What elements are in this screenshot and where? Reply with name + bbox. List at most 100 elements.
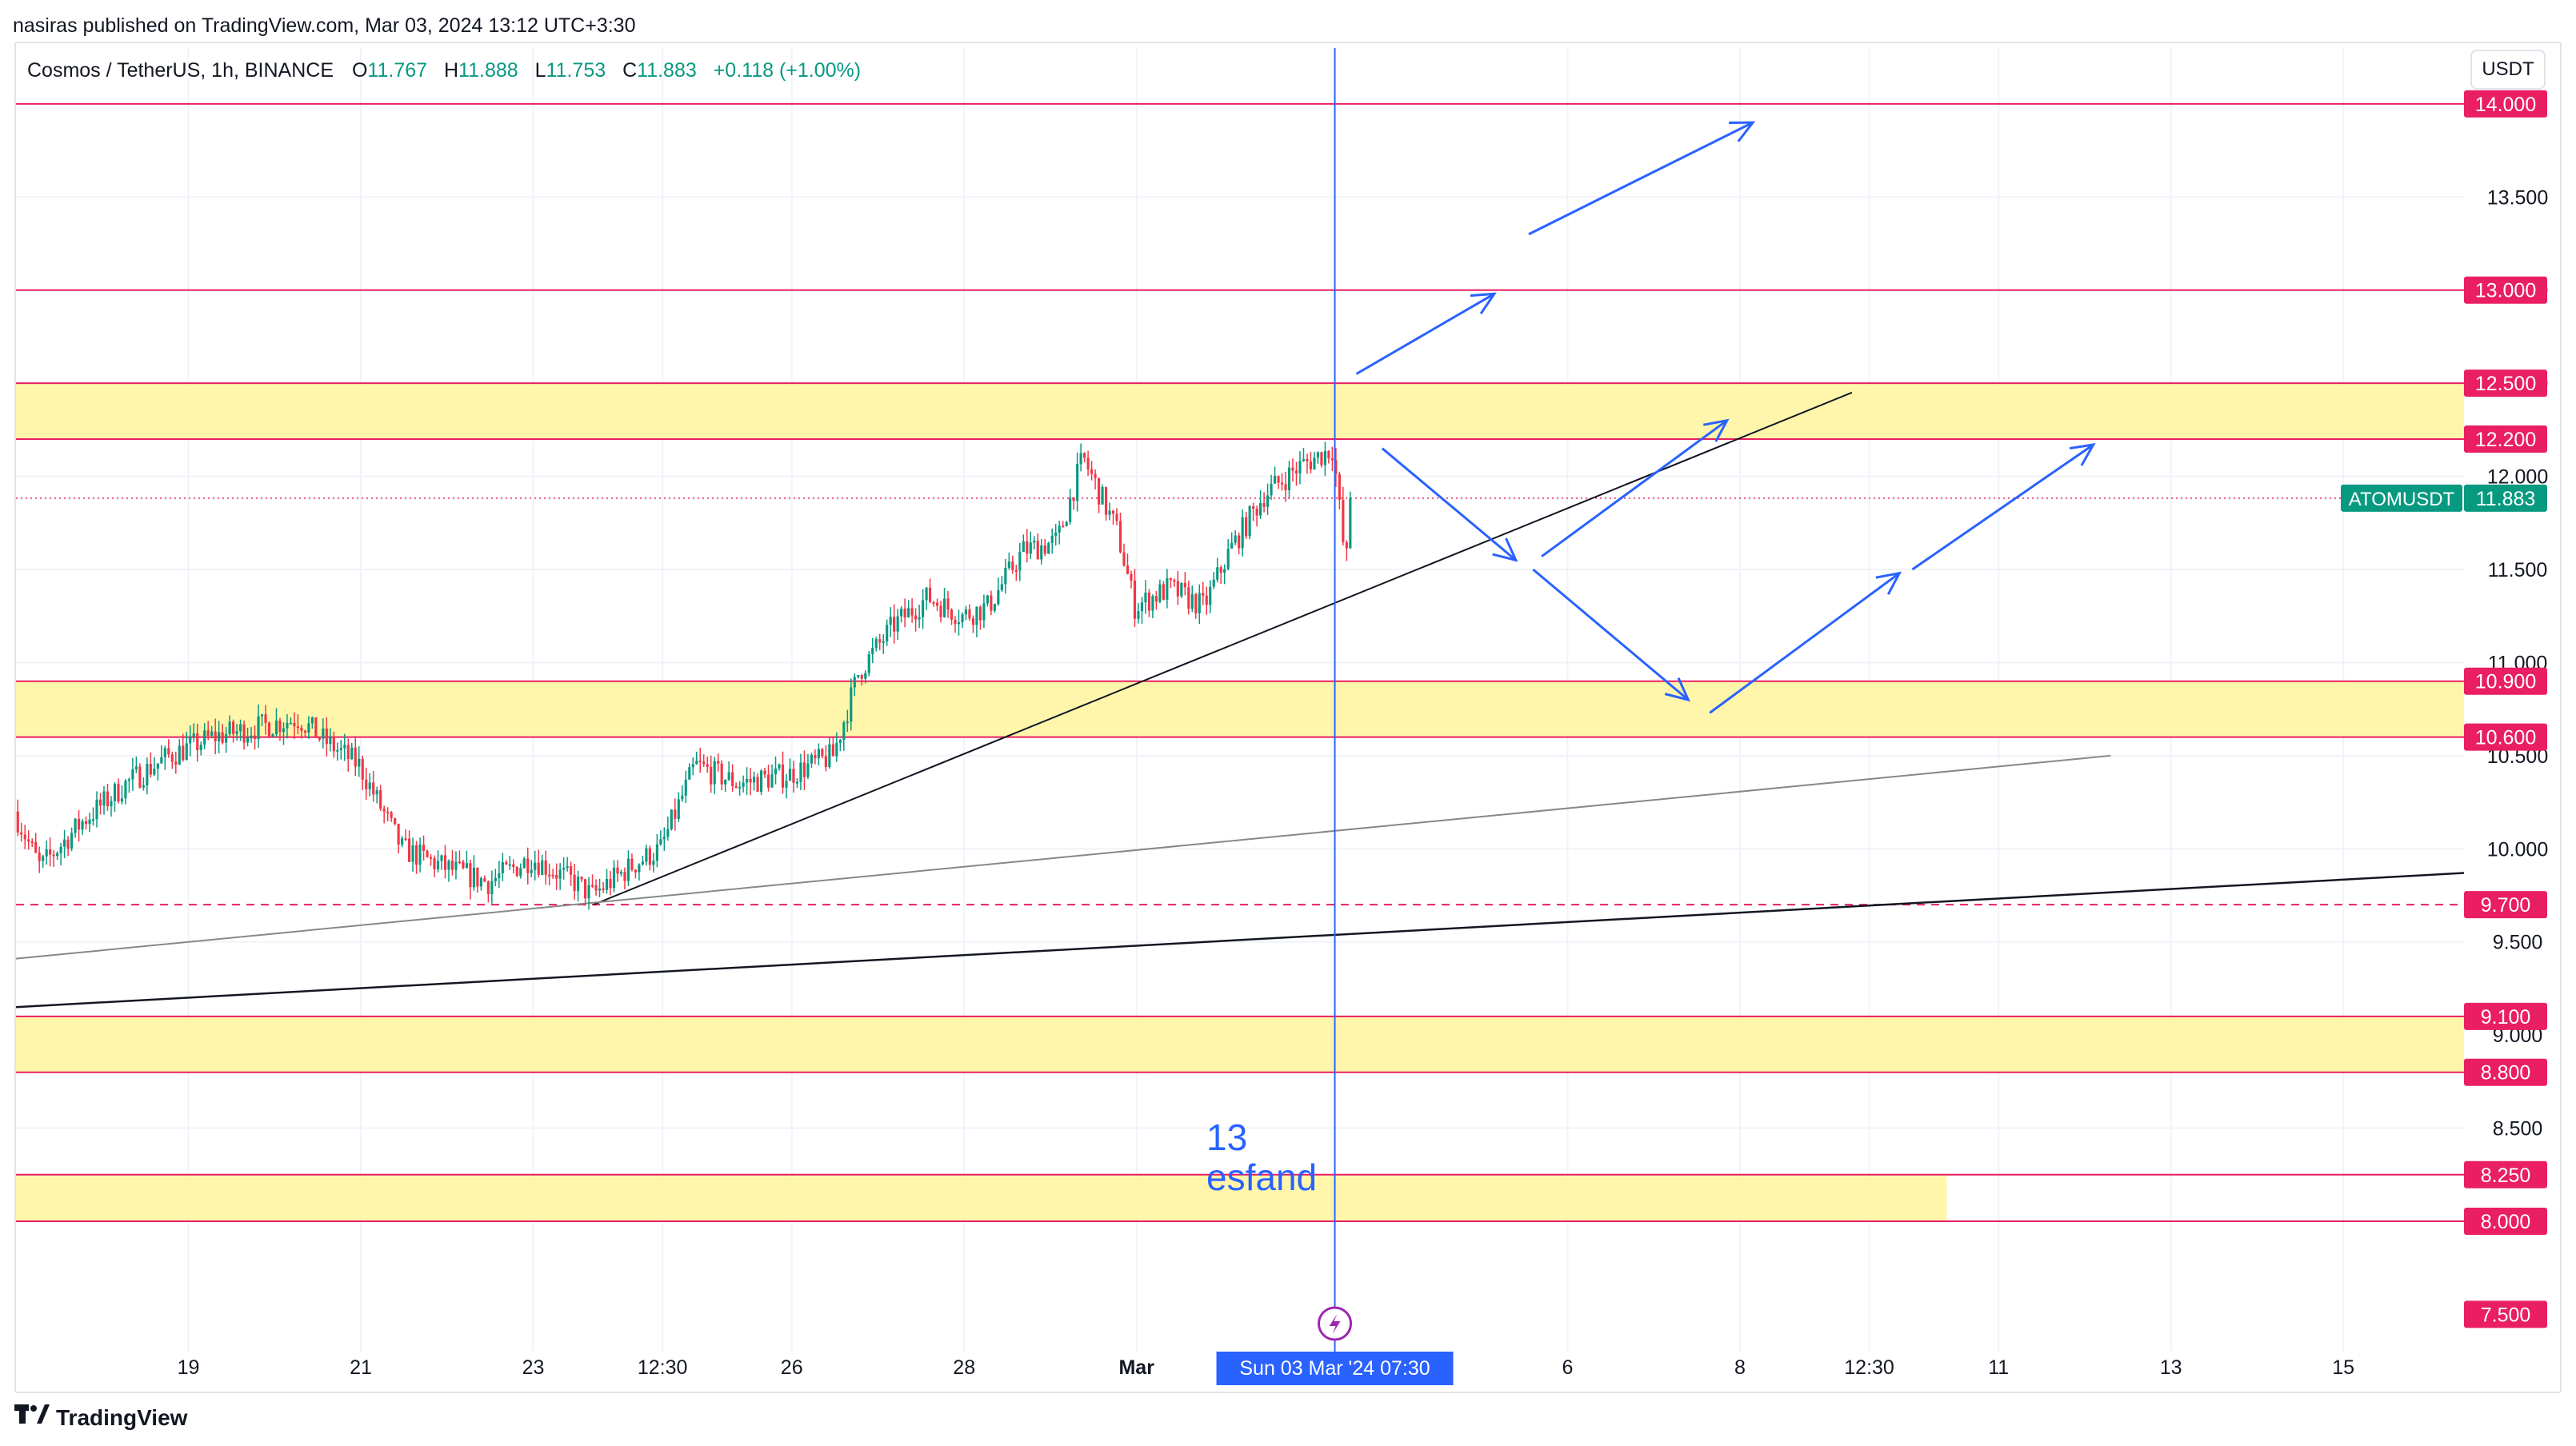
candle-body <box>95 799 98 820</box>
candle-body <box>447 861 450 870</box>
candle-body <box>838 740 842 743</box>
candle-body <box>864 673 867 679</box>
candle-body <box>372 782 375 795</box>
candle-body <box>49 849 52 855</box>
chart-frame[interactable] <box>14 42 2562 1393</box>
candle-body <box>397 824 400 845</box>
candle-body <box>422 845 426 851</box>
zones <box>16 383 2464 1221</box>
candle-body <box>785 781 788 788</box>
price-label-bg <box>2464 90 2547 118</box>
legend-high: 11.888 <box>458 59 518 82</box>
candle-body <box>1187 587 1190 609</box>
candle-body <box>1262 503 1266 507</box>
price-axis[interactable]: 8.5009.0009.50010.00010.50011.00011.5001… <box>2341 90 2548 1328</box>
x-tick-label: 26 <box>781 1356 803 1379</box>
candle-body <box>860 675 863 679</box>
candle-body <box>1054 532 1058 536</box>
candle-body <box>1245 517 1248 537</box>
candle-body <box>138 766 142 788</box>
candle-body <box>871 647 874 655</box>
price-label: 13.000 <box>2475 280 2536 302</box>
candle-body <box>964 609 968 615</box>
candle-body <box>146 764 149 786</box>
x-tick-label: Mar <box>1118 1356 1154 1379</box>
candle-body <box>648 848 651 865</box>
arrow-head <box>1875 571 1902 595</box>
candle-body <box>501 862 504 873</box>
legend-open: 11.767 <box>367 59 428 82</box>
candle-body <box>684 779 687 796</box>
candle-body <box>766 774 770 788</box>
zone-rect <box>16 1174 1947 1221</box>
candle-body <box>1083 453 1086 458</box>
time-axis[interactable]: 19 21 23 12:30 26 28 Mar 6 8 12:30 11 13 15 Sun 03 Ma… <box>178 1352 2354 1385</box>
candle-body <box>110 801 113 807</box>
candle-body <box>1241 517 1244 549</box>
candle-body <box>1118 521 1122 553</box>
candle-body <box>1323 450 1326 465</box>
candle-body <box>1154 596 1158 602</box>
price-label: 12.500 <box>2475 373 2536 395</box>
arrow-shaft <box>1541 419 1728 557</box>
candle-body <box>1166 578 1169 600</box>
candle-body <box>106 791 110 807</box>
candle-body <box>541 860 544 875</box>
candle-body <box>300 727 303 731</box>
candle-body <box>537 862 540 875</box>
arrow-head <box>1470 292 1497 315</box>
candle-body <box>386 811 390 813</box>
candle-body <box>630 858 634 870</box>
candle-body <box>993 604 996 611</box>
candle-body <box>250 735 253 737</box>
candle-body <box>1270 483 1273 496</box>
y-tick-label: 9.500 <box>2493 932 2543 954</box>
candle-body <box>1018 551 1022 571</box>
candle-body <box>408 838 411 862</box>
candle-body <box>939 605 942 617</box>
candle-body <box>1209 586 1212 605</box>
candle-body <box>199 745 202 750</box>
candle-body <box>1079 453 1082 465</box>
candle-body <box>706 764 709 767</box>
candle-body <box>584 879 587 899</box>
candle-body <box>34 841 38 853</box>
candle-body <box>831 744 834 757</box>
candle-body <box>253 735 257 739</box>
candle-body <box>756 777 759 793</box>
candle-body <box>515 867 518 877</box>
candle-body <box>982 603 986 621</box>
candle-body <box>225 733 228 743</box>
candle-body <box>379 789 382 809</box>
candle-body <box>907 608 910 618</box>
candle-body <box>120 798 124 802</box>
annotation-line2: esfand <box>1206 1156 1317 1198</box>
cursor-date-bg <box>1216 1352 1454 1385</box>
candle-body <box>548 874 551 877</box>
candle-body <box>1108 510 1111 515</box>
legend-symbol[interactable]: Cosmos / TetherUS, 1h, BINANCE <box>27 59 334 82</box>
x-tick-label: 21 <box>350 1356 372 1379</box>
candle-body <box>605 879 609 890</box>
candle-body <box>717 761 720 764</box>
candle-body <box>1126 565 1130 574</box>
price-label: 7.500 <box>2481 1304 2531 1326</box>
candle-body <box>117 783 120 802</box>
candle-body <box>59 846 62 853</box>
candle-body <box>332 737 335 752</box>
currency-button[interactable]: USDT <box>2470 50 2546 90</box>
candle-body <box>674 809 677 819</box>
candle-body <box>1230 542 1234 549</box>
candle-body <box>1047 543 1050 554</box>
candle-body <box>710 766 713 785</box>
candle-body <box>763 770 766 775</box>
candle-body <box>619 872 623 874</box>
candle-body <box>63 839 66 847</box>
candle-body <box>742 782 745 787</box>
tradingview-logo[interactable]: TradingView <box>14 1404 187 1431</box>
candle-body <box>918 617 921 620</box>
candle-body <box>753 777 756 783</box>
candle-body <box>1291 467 1294 471</box>
candle-body <box>724 780 727 785</box>
